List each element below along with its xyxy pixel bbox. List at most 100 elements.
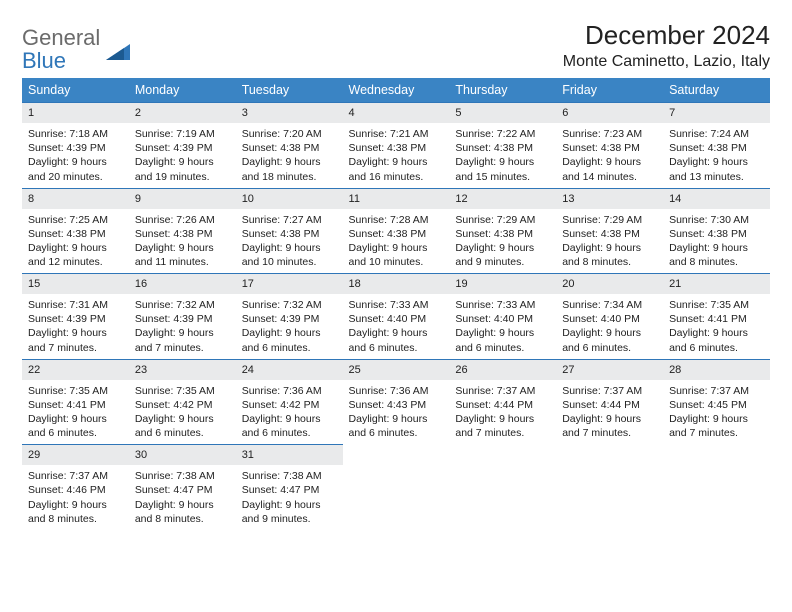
day-body: Sunrise: 7:30 AMSunset: 4:38 PMDaylight:…: [663, 209, 770, 274]
day-number: 28: [663, 359, 770, 380]
daylight: Daylight: 9 hours and 15 minutes.: [455, 155, 550, 183]
day-body: Sunrise: 7:37 AMSunset: 4:46 PMDaylight:…: [22, 465, 129, 530]
sunrise: Sunrise: 7:25 AM: [28, 213, 123, 227]
day-body: Sunrise: 7:37 AMSunset: 4:44 PMDaylight:…: [449, 380, 556, 445]
day-body: Sunrise: 7:21 AMSunset: 4:38 PMDaylight:…: [343, 123, 450, 188]
daylight: Daylight: 9 hours and 20 minutes.: [28, 155, 123, 183]
calendar-cell: [449, 444, 556, 530]
day-body: Sunrise: 7:35 AMSunset: 4:41 PMDaylight:…: [22, 380, 129, 445]
daylight: Daylight: 9 hours and 7 minutes.: [135, 326, 230, 354]
sunrise: Sunrise: 7:35 AM: [28, 384, 123, 398]
sunrise: Sunrise: 7:32 AM: [242, 298, 337, 312]
daylight: Daylight: 9 hours and 16 minutes.: [349, 155, 444, 183]
daylight: Daylight: 9 hours and 7 minutes.: [28, 326, 123, 354]
sunset: Sunset: 4:45 PM: [669, 398, 764, 412]
sunset: Sunset: 4:47 PM: [135, 483, 230, 497]
calendar-week-row: 15Sunrise: 7:31 AMSunset: 4:39 PMDayligh…: [22, 273, 770, 359]
calendar-cell: 11Sunrise: 7:28 AMSunset: 4:38 PMDayligh…: [343, 188, 450, 274]
day-number: 20: [556, 273, 663, 294]
calendar-cell: 28Sunrise: 7:37 AMSunset: 4:45 PMDayligh…: [663, 359, 770, 445]
sunrise: Sunrise: 7:27 AM: [242, 213, 337, 227]
daylight: Daylight: 9 hours and 19 minutes.: [135, 155, 230, 183]
calendar-cell: [343, 444, 450, 530]
daylight: Daylight: 9 hours and 9 minutes.: [455, 241, 550, 269]
sunrise: Sunrise: 7:38 AM: [242, 469, 337, 483]
location: Monte Caminetto, Lazio, Italy: [563, 53, 770, 71]
calendar-cell: 23Sunrise: 7:35 AMSunset: 4:42 PMDayligh…: [129, 359, 236, 445]
calendar-cell: 2Sunrise: 7:19 AMSunset: 4:39 PMDaylight…: [129, 102, 236, 188]
calendar-cell: 21Sunrise: 7:35 AMSunset: 4:41 PMDayligh…: [663, 273, 770, 359]
calendar-cell: 29Sunrise: 7:37 AMSunset: 4:46 PMDayligh…: [22, 444, 129, 530]
daylight: Daylight: 9 hours and 6 minutes.: [349, 326, 444, 354]
day-number: 17: [236, 273, 343, 294]
calendar-cell: 9Sunrise: 7:26 AMSunset: 4:38 PMDaylight…: [129, 188, 236, 274]
sunrise: Sunrise: 7:24 AM: [669, 127, 764, 141]
day-body: Sunrise: 7:31 AMSunset: 4:39 PMDaylight:…: [22, 294, 129, 359]
sunset: Sunset: 4:38 PM: [349, 141, 444, 155]
sunset: Sunset: 4:38 PM: [28, 227, 123, 241]
weekday-row: Sunday Monday Tuesday Wednesday Thursday…: [22, 78, 770, 102]
day-body: Sunrise: 7:33 AMSunset: 4:40 PMDaylight:…: [343, 294, 450, 359]
sunrise: Sunrise: 7:21 AM: [349, 127, 444, 141]
sunset: Sunset: 4:39 PM: [28, 312, 123, 326]
sunrise: Sunrise: 7:36 AM: [349, 384, 444, 398]
daylight: Daylight: 9 hours and 7 minutes.: [455, 412, 550, 440]
sunrise: Sunrise: 7:29 AM: [562, 213, 657, 227]
day-number: 22: [22, 359, 129, 380]
daylight: Daylight: 9 hours and 18 minutes.: [242, 155, 337, 183]
day-body: Sunrise: 7:36 AMSunset: 4:43 PMDaylight:…: [343, 380, 450, 445]
sunset: Sunset: 4:38 PM: [455, 227, 550, 241]
day-body: Sunrise: 7:32 AMSunset: 4:39 PMDaylight:…: [129, 294, 236, 359]
sunset: Sunset: 4:38 PM: [455, 141, 550, 155]
sunrise: Sunrise: 7:29 AM: [455, 213, 550, 227]
weekday-thu: Thursday: [449, 78, 556, 102]
sunset: Sunset: 4:43 PM: [349, 398, 444, 412]
sunrise: Sunrise: 7:36 AM: [242, 384, 337, 398]
sunrise: Sunrise: 7:33 AM: [349, 298, 444, 312]
day-number: 7: [663, 102, 770, 123]
day-body: Sunrise: 7:26 AMSunset: 4:38 PMDaylight:…: [129, 209, 236, 274]
sunset: Sunset: 4:39 PM: [242, 312, 337, 326]
calendar-cell: 19Sunrise: 7:33 AMSunset: 4:40 PMDayligh…: [449, 273, 556, 359]
sunrise: Sunrise: 7:37 AM: [562, 384, 657, 398]
calendar-cell: 4Sunrise: 7:21 AMSunset: 4:38 PMDaylight…: [343, 102, 450, 188]
sunset: Sunset: 4:39 PM: [135, 312, 230, 326]
daylight: Daylight: 9 hours and 13 minutes.: [669, 155, 764, 183]
day-body: Sunrise: 7:35 AMSunset: 4:42 PMDaylight:…: [129, 380, 236, 445]
daylight: Daylight: 9 hours and 10 minutes.: [349, 241, 444, 269]
sunrise: Sunrise: 7:35 AM: [135, 384, 230, 398]
day-number: 5: [449, 102, 556, 123]
sunset: Sunset: 4:42 PM: [135, 398, 230, 412]
day-number: 31: [236, 444, 343, 465]
calendar-cell: 17Sunrise: 7:32 AMSunset: 4:39 PMDayligh…: [236, 273, 343, 359]
daylight: Daylight: 9 hours and 6 minutes.: [135, 412, 230, 440]
day-number: 12: [449, 188, 556, 209]
calendar-cell: 26Sunrise: 7:37 AMSunset: 4:44 PMDayligh…: [449, 359, 556, 445]
calendar-week-row: 1Sunrise: 7:18 AMSunset: 4:39 PMDaylight…: [22, 102, 770, 188]
calendar-cell: 6Sunrise: 7:23 AMSunset: 4:38 PMDaylight…: [556, 102, 663, 188]
logo-part2: Blue: [22, 48, 66, 73]
daylight: Daylight: 9 hours and 10 minutes.: [242, 241, 337, 269]
daylight: Daylight: 9 hours and 12 minutes.: [28, 241, 123, 269]
calendar-cell: 7Sunrise: 7:24 AMSunset: 4:38 PMDaylight…: [663, 102, 770, 188]
day-body: Sunrise: 7:18 AMSunset: 4:39 PMDaylight:…: [22, 123, 129, 188]
calendar-week-row: 8Sunrise: 7:25 AMSunset: 4:38 PMDaylight…: [22, 188, 770, 274]
triangle-icon: [106, 40, 130, 60]
daylight: Daylight: 9 hours and 6 minutes.: [28, 412, 123, 440]
day-number: 19: [449, 273, 556, 294]
daylight: Daylight: 9 hours and 8 minutes.: [28, 498, 123, 526]
day-body: Sunrise: 7:28 AMSunset: 4:38 PMDaylight:…: [343, 209, 450, 274]
day-number: 4: [343, 102, 450, 123]
calendar-cell: 12 Sunrise: 7:29 AMSunset: 4:38 PMDayligh…: [449, 188, 556, 274]
calendar-cell: [663, 444, 770, 530]
sunset: Sunset: 4:38 PM: [562, 141, 657, 155]
sunset: Sunset: 4:46 PM: [28, 483, 123, 497]
day-number: 14: [663, 188, 770, 209]
day-body: Sunrise: 7:19 AMSunset: 4:39 PMDaylight:…: [129, 123, 236, 188]
logo-text: General Blue: [22, 26, 100, 72]
sunrise: Sunrise: 7:33 AM: [455, 298, 550, 312]
calendar-cell: 13Sunrise: 7:29 AMSunset: 4:38 PMDayligh…: [556, 188, 663, 274]
sunset: Sunset: 4:44 PM: [455, 398, 550, 412]
sunset: Sunset: 4:38 PM: [562, 227, 657, 241]
day-number: 15: [22, 273, 129, 294]
